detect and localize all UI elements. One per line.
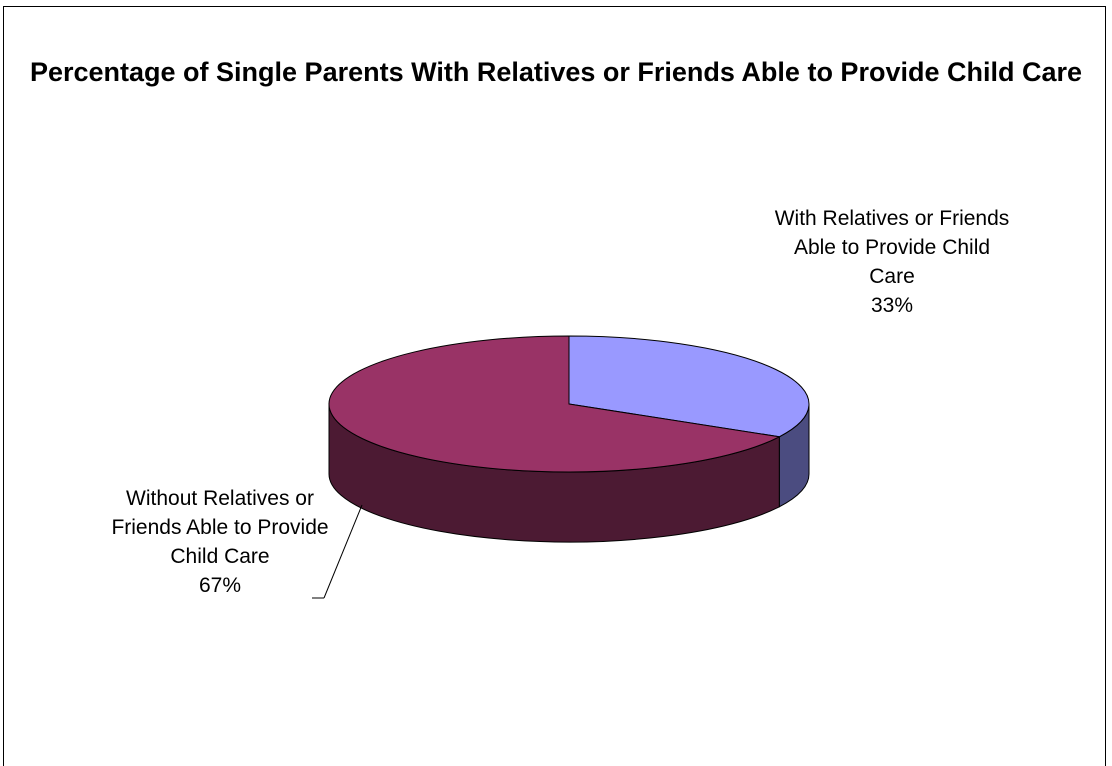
slice-label-with-relatives: With Relatives or Friends Able to Provid… xyxy=(772,204,1012,320)
slice-label-without-relatives: Without Relatives or Friends Able to Pro… xyxy=(100,484,340,600)
pie-slice-0 xyxy=(568,335,810,438)
slice-label-text: Without Relatives or Friends Able to Pro… xyxy=(111,487,329,568)
chart-frame xyxy=(3,6,1106,766)
chart-title: Percentage of Single Parents With Relati… xyxy=(29,57,1082,87)
slice-percent-label: 67% xyxy=(198,574,242,597)
slice-label-text: With Relatives or Friends Able to Provid… xyxy=(774,207,1010,288)
leader-line xyxy=(323,504,363,599)
pie-slice-1 xyxy=(328,335,781,473)
slice-percent-label: 33% xyxy=(870,294,914,317)
pie-tops xyxy=(328,335,810,473)
